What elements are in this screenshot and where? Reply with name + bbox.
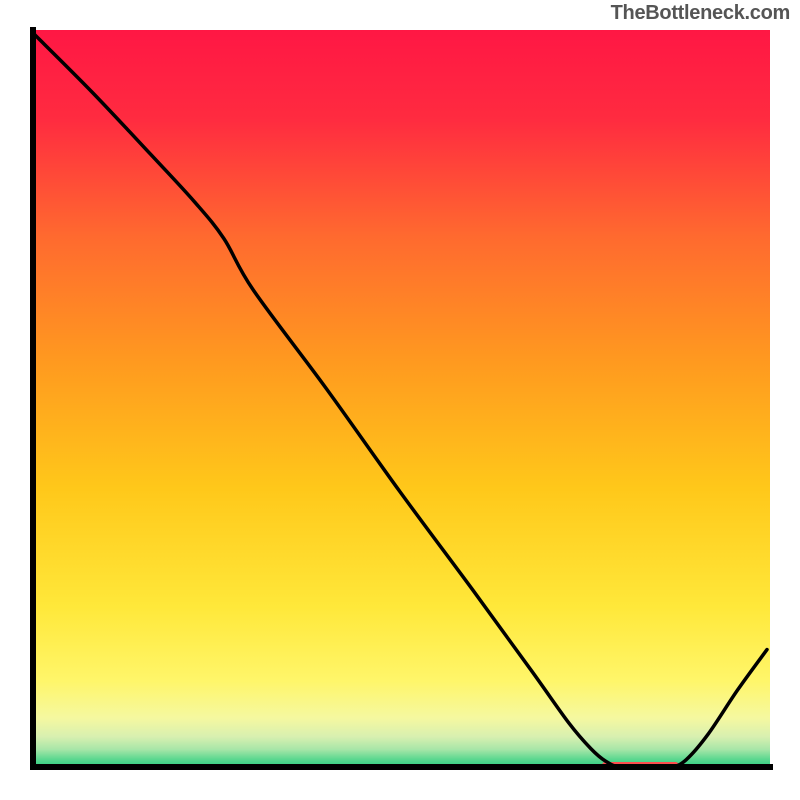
- attribution-text: TheBottleneck.com: [611, 2, 790, 25]
- gradient-background: [30, 30, 770, 770]
- plot-area: [30, 30, 770, 770]
- chart-container: TheBottleneck.com: [0, 0, 800, 800]
- bottleneck-chart: [0, 0, 800, 800]
